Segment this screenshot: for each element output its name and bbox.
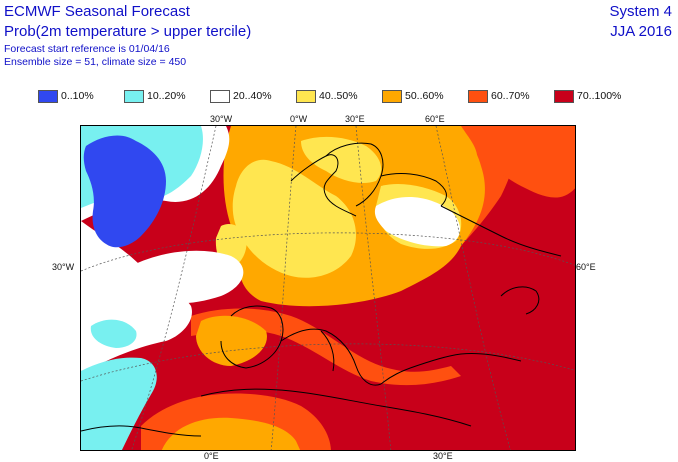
legend-label: 10..20% <box>147 90 186 102</box>
map-svg <box>81 126 575 450</box>
zone-50-60-ne <box>371 126 478 168</box>
ensemble-size: Ensemble size = 51, climate size = 450 <box>4 56 187 68</box>
legend-label: 0..10% <box>61 90 94 102</box>
legend-swatch <box>554 89 574 103</box>
legend-swatch <box>210 89 230 103</box>
legend-item: 50..60% <box>382 88 444 104</box>
zone-20-40-russia <box>374 196 461 247</box>
grid-label-top: 0°W <box>290 114 308 124</box>
forecast-start-reference: Forecast start reference is 01/04/16 <box>4 43 170 55</box>
legend-item: 10..20% <box>124 88 186 104</box>
map-subtitle: Prob(2m temperature > upper tercile) <box>4 23 252 40</box>
legend-item: 20..40% <box>210 88 272 104</box>
legend-swatch <box>468 89 488 103</box>
zone-40-50 <box>232 159 356 278</box>
zone-20-40-atl2 <box>125 250 244 304</box>
zone-10-20-mid <box>90 319 137 348</box>
legend-swatch <box>38 89 58 103</box>
legend-label: 20..40% <box>233 90 272 102</box>
probability-map <box>80 125 576 451</box>
system-label: System 4 <box>609 3 672 20</box>
grid-label-bottom: 0°E <box>204 451 219 461</box>
zone-60-70-east <box>441 126 575 198</box>
legend-label: 70..100% <box>577 90 622 102</box>
legend-item: 70..100% <box>554 88 621 104</box>
legend-label: 50..60% <box>405 90 444 102</box>
legend: 0..10% 10..20% 20..40% 40..50% 50..60% 6… <box>38 88 658 104</box>
legend-label: 60..70% <box>491 90 530 102</box>
legend-swatch <box>124 89 144 103</box>
legend-item: 0..10% <box>38 88 94 104</box>
grid-label-left: 30°W <box>52 262 75 272</box>
zone-50-60-south <box>161 417 301 450</box>
zone-40-50-north <box>301 136 382 183</box>
period-label: JJA 2016 <box>610 23 672 40</box>
grid-label-right: 60°E <box>576 262 596 272</box>
legend-item: 60..70% <box>468 88 530 104</box>
legend-label: 40..50% <box>319 90 358 102</box>
grid-label-top: 60°E <box>425 114 445 124</box>
legend-swatch <box>382 89 402 103</box>
zone-0-10 <box>83 135 166 248</box>
grid-label-top: 30°E <box>345 114 365 124</box>
map-title: ECMWF Seasonal Forecast <box>4 3 190 20</box>
zone-50-60-iberia <box>196 315 267 366</box>
grid-label-top: 30°W <box>210 114 233 124</box>
coastlines <box>81 142 562 437</box>
legend-swatch <box>296 89 316 103</box>
legend-item: 40..50% <box>296 88 358 104</box>
grid-label-bottom: 30°E <box>433 451 453 461</box>
